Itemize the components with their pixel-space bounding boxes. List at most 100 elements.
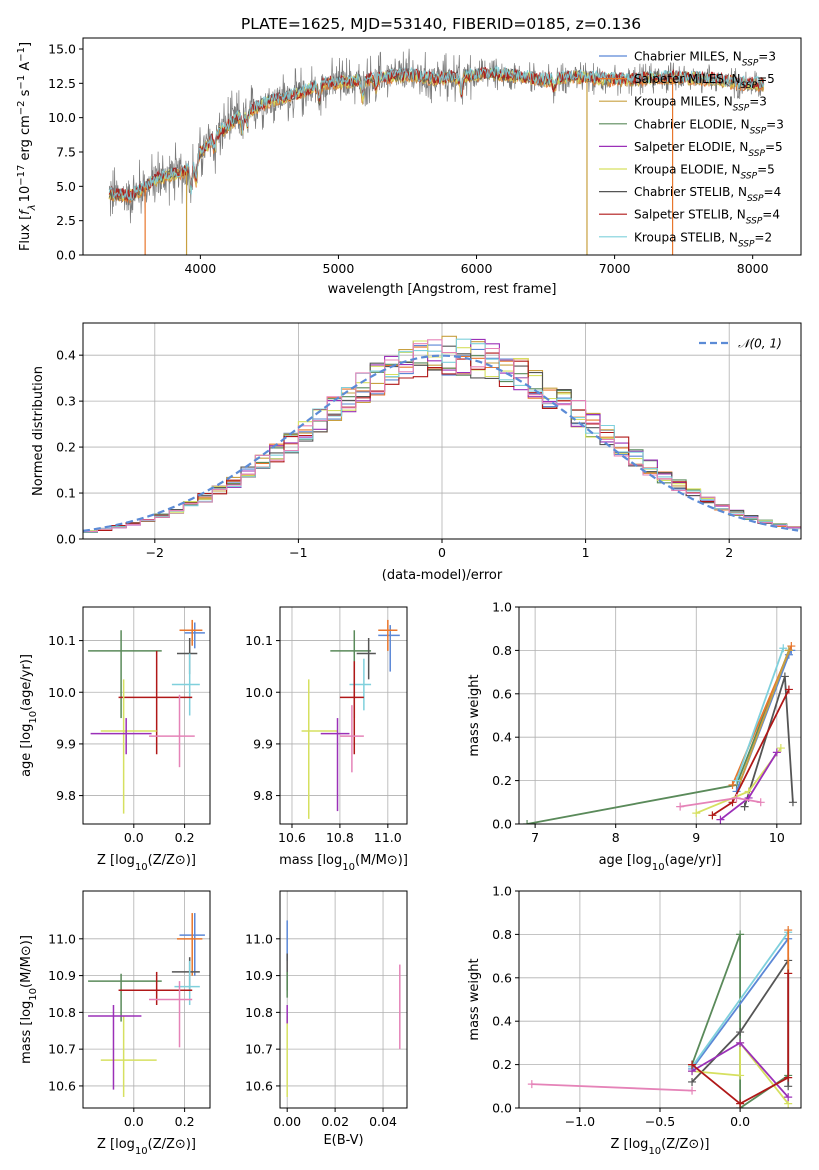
- errorbar-point: [176, 913, 203, 976]
- axes-frame: [82, 37, 802, 256]
- y-tick-label: 12.5: [48, 76, 76, 91]
- age_vs_Z-ylabel: age [log10(age/yr)]: [19, 654, 39, 777]
- errorbar-point: [378, 619, 398, 651]
- plus-marker: [780, 672, 789, 681]
- plot-area-age_vs_Z: [88, 619, 205, 814]
- plus-marker: [756, 798, 765, 807]
- axes-massweight_vs_Z: −1.0 −0.5 0.0 0.0 0.2 0.4 0.6 0.8 1.0: [492, 884, 802, 1129]
- plus-marker: [736, 1028, 745, 1037]
- x-tick-label: 10: [769, 830, 785, 845]
- errorbar-point: [88, 1005, 142, 1090]
- y-tick-label: 9.8: [56, 788, 76, 803]
- y-tick-label: 10.7: [245, 1042, 273, 1057]
- plot-area-massweight_vs_age: [523, 642, 797, 824]
- x-tick-label: 4000: [184, 261, 216, 276]
- plus-marker: [776, 744, 785, 753]
- axes-frame: [82, 606, 211, 825]
- histogram-step-series: [83, 339, 801, 533]
- y-tick-label: 0.3: [56, 394, 76, 409]
- axes-mass_vs_ebv: 0.00 0.02 0.04 10.6 10.7 10.8 10.9 11.0: [245, 890, 408, 1129]
- plus-marker: [692, 809, 701, 818]
- errorbar-point: [100, 1016, 157, 1097]
- massweight_vs_age-ylabel: mass weight: [467, 674, 482, 756]
- axes-residuals: −2 −1 0 1 2 0.0 0.1 0.2 0.3 0.4: [56, 322, 802, 560]
- plot-area-massweight_vs_Z: [527, 926, 793, 1108]
- legend-entry-salpeter-miles: Salpeter MILES, NSSP=5: [634, 72, 775, 91]
- spectrum-legend: Chabrier MILES, NSSP=3 Salpeter MILES, NS…: [599, 50, 784, 249]
- errorbar-point: [356, 638, 376, 680]
- plus-marker: [740, 802, 749, 811]
- spectrum-model-kroupa-stelib: [108, 65, 765, 201]
- axes-frame: [518, 890, 802, 1109]
- x-tick-label: −1: [289, 545, 307, 560]
- errorbar-point: [378, 625, 400, 672]
- plus-marker: [787, 642, 796, 651]
- x-tick-label: 1: [582, 545, 590, 560]
- plus-marker: [688, 1086, 697, 1095]
- y-tick-label: 0.0: [56, 248, 76, 263]
- spectrum-model-salpeter-miles: [108, 69, 765, 204]
- x-tick-label: 11.0: [374, 830, 402, 845]
- axes-spectrum: 4000 5000 6000 7000 8000 0.0 2.5 5.0 7.5 10.0 12.5…: [48, 37, 802, 276]
- x-tick-label: 0.2: [175, 1114, 195, 1129]
- errorbar-point: [88, 630, 162, 719]
- spectrum-xlabel: wavelength [Angstrom, rest frame]: [328, 282, 557, 297]
- x-tick-label: −1.0: [565, 1114, 595, 1129]
- y-tick-label: 10.6: [48, 1078, 76, 1093]
- y-tick-label: 10.1: [48, 633, 76, 648]
- massweight-series: [688, 969, 793, 1108]
- axes-massweight_vs_age: 7 8 9 10 0.0 0.2 0.4 0.6 0.8 1.0: [492, 600, 802, 845]
- y-tick-label: 0.6: [492, 970, 512, 985]
- errorbar-point: [100, 679, 157, 814]
- axes-age_vs_mass: 10.6 10.8 11.0 9.8 9.9 10.0 10.1: [245, 606, 408, 845]
- x-tick-label: 5000: [323, 261, 355, 276]
- y-tick-label: 10.0: [245, 685, 273, 700]
- y-tick-label: 10.8: [48, 1005, 76, 1020]
- plus-marker: [736, 930, 745, 939]
- errorbar-point: [90, 718, 152, 755]
- mass_vs_Z-ylabel: mass [log10(M/M⊙)]: [19, 935, 39, 1064]
- plus-marker: [784, 646, 793, 655]
- x-tick-label: 7000: [599, 261, 631, 276]
- x-tick-label: 8: [612, 830, 620, 845]
- y-tick-label: 10.0: [48, 110, 76, 125]
- legend-entry-salpeter-elodie: Salpeter ELODIE, NSSP=5: [634, 140, 783, 159]
- legend-entry-salpeter-stelib: Salpeter STELIB, NSSP=4: [634, 208, 780, 227]
- legend-entry-chabrier-elodie: Chabrier ELODIE, NSSP=3: [634, 117, 784, 136]
- gaussian-curve: [83, 354, 799, 532]
- spectrum-ylabel: Flux [fλ10−17 erg cm−2 s−1 A−1]: [16, 42, 38, 251]
- massweight-series: [527, 1080, 697, 1095]
- y-tick-label: 10.9: [245, 968, 273, 983]
- plus-marker: [784, 926, 793, 935]
- x-tick-label: 9: [692, 830, 700, 845]
- errorbar-point: [171, 653, 200, 716]
- x-tick-label: 10.6: [278, 830, 306, 845]
- y-tick-label: 11.0: [245, 931, 273, 946]
- x-tick-label: 0.0: [124, 1114, 144, 1129]
- x-tick-label: 0.2: [175, 830, 195, 845]
- y-tick-label: 9.9: [56, 736, 76, 751]
- plus-marker: [784, 1082, 793, 1091]
- plot-area-residuals: [83, 335, 801, 533]
- y-tick-label: 5.0: [56, 179, 76, 194]
- x-tick-label: −2: [146, 545, 164, 560]
- plus-marker: [732, 793, 741, 802]
- y-tick-label: 0.4: [492, 1014, 512, 1029]
- massweight-series: [676, 793, 765, 811]
- plus-marker: [784, 969, 793, 978]
- x-tick-label: 0.0: [730, 1114, 750, 1129]
- x-tick-label: 0.04: [369, 1114, 397, 1129]
- plus-marker: [527, 1080, 536, 1089]
- y-tick-label: 0.1: [56, 486, 76, 501]
- x-tick-label: 7: [531, 830, 539, 845]
- massweight-series: [688, 1038, 793, 1102]
- x-tick-label: −0.5: [645, 1114, 675, 1129]
- axes-mass_vs_Z: 0.0 0.2 10.6 10.7 10.8 10.9 11.0: [48, 890, 211, 1129]
- x-tick-label: 0.00: [273, 1114, 301, 1129]
- plot-area-mass_vs_Z: [88, 913, 205, 1097]
- errorbar-point: [171, 957, 200, 991]
- plus-marker: [716, 815, 725, 824]
- histogram-step-series: [83, 352, 801, 533]
- errorbar-point: [184, 622, 205, 649]
- y-tick-label: 1.0: [492, 884, 512, 899]
